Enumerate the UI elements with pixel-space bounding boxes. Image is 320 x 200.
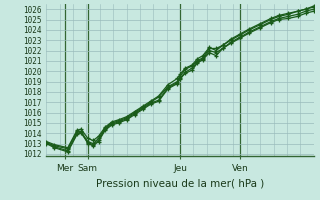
X-axis label: Pression niveau de la mer( hPa ): Pression niveau de la mer( hPa ) (96, 178, 264, 188)
